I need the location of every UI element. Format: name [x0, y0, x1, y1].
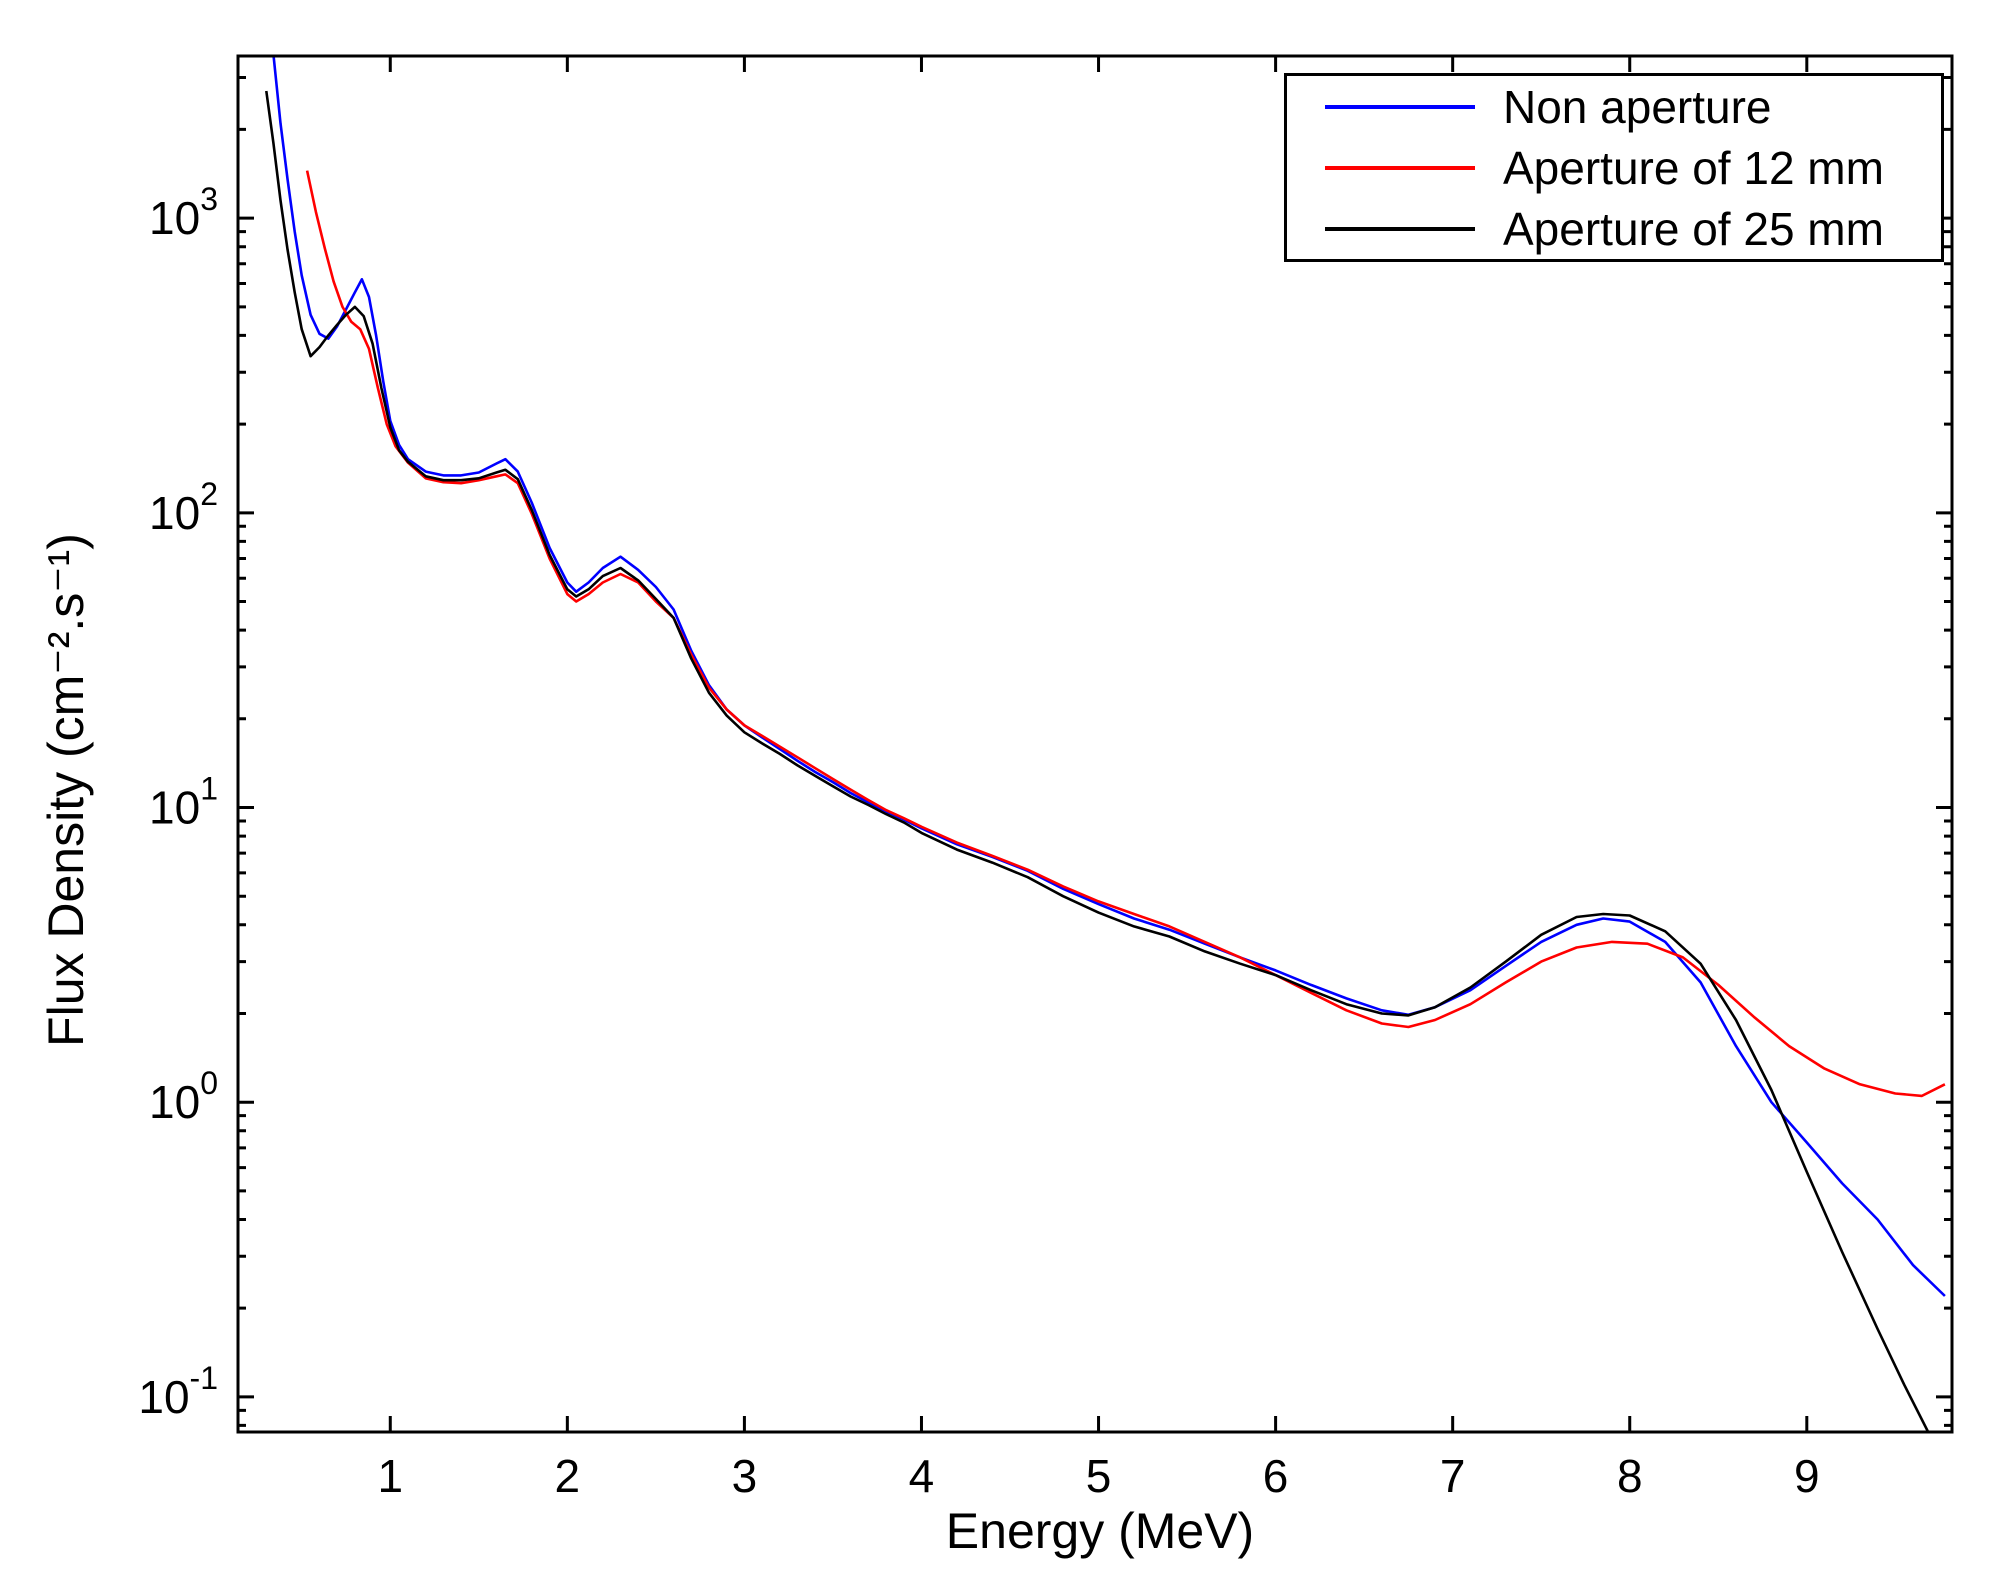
x-tick-label: 7: [1440, 1450, 1466, 1502]
axis-ticks: [238, 56, 1952, 1432]
legend-item: Aperture of 25 mm: [1287, 202, 1941, 256]
y-tick-label: 100: [149, 1065, 218, 1128]
legend-item: Non aperture: [1287, 80, 1941, 134]
legend: Non aperture Aperture of 12 mm Aperture of…: [1284, 73, 1944, 262]
x-tick-label: 9: [1794, 1450, 1820, 1502]
y-tick-label: 10-1: [138, 1360, 218, 1423]
x-tick-label: 8: [1617, 1450, 1643, 1502]
x-tick-label: 4: [909, 1450, 935, 1502]
x-tick-label: 5: [1086, 1450, 1112, 1502]
x-tick-label: 3: [732, 1450, 758, 1502]
legend-label: Non aperture: [1503, 80, 1772, 133]
x-axis-label: Energy (MeV): [945, 1503, 1255, 1559]
x-tick-label: 6: [1263, 1450, 1289, 1502]
legend-line-sample: [1325, 226, 1475, 231]
legend-line-sample: [1325, 104, 1475, 109]
legend-line-sample: [1325, 165, 1475, 170]
x-tick-label: 2: [555, 1450, 581, 1502]
series-line-2: [265, 90, 1930, 1432]
y-tick-label: 101: [149, 771, 218, 834]
y-tick-label: 103: [149, 181, 218, 244]
series-line-1: [305, 170, 1946, 1098]
legend-label: Aperture of 12 mm: [1503, 141, 1884, 194]
y-tick-label: 102: [149, 476, 218, 539]
legend-item: Aperture of 12 mm: [1287, 141, 1941, 195]
legend-label: Aperture of 25 mm: [1503, 202, 1884, 255]
x-tick-label: 1: [377, 1450, 403, 1502]
plot-frame: [236, 54, 1954, 1434]
y-axis-label: Flux Density (cm⁻².s⁻¹): [38, 533, 94, 1047]
